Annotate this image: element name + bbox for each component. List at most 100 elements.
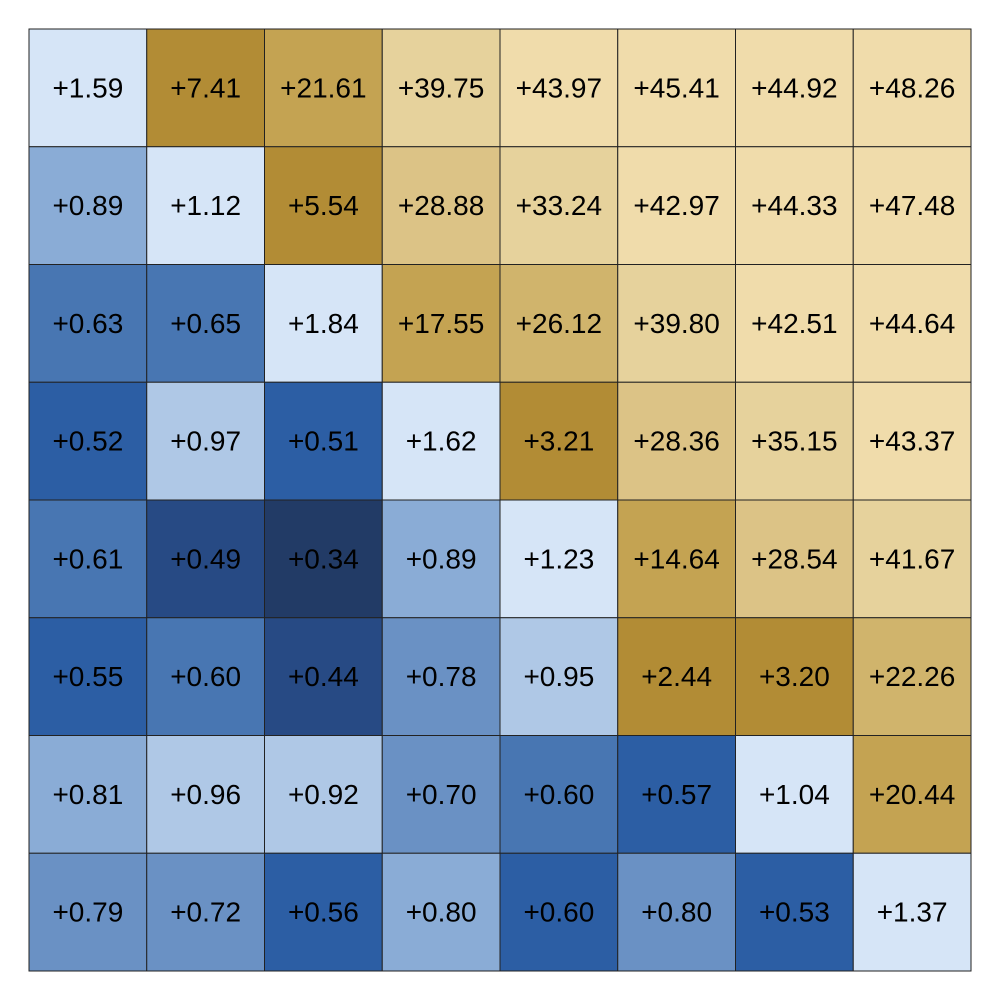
heatmap-cell-label-r4-c1: +0.49 xyxy=(170,543,241,574)
heatmap-cell-label-r5-c4: +0.95 xyxy=(523,661,594,692)
heatmap-cell-r4-c7 xyxy=(852,499,972,619)
heatmap-cell-r6-c1 xyxy=(146,735,265,854)
heatmap-cell-label-r7-c3: +0.80 xyxy=(406,897,477,928)
heatmap-cell-r2-c6 xyxy=(735,264,854,383)
heatmap-cell-r3-c6 xyxy=(735,381,854,501)
heatmap-cell-r5-c2 xyxy=(264,617,383,736)
heatmap-cell-r6-c5 xyxy=(617,735,736,854)
heatmap-cell-r5-c1 xyxy=(146,617,265,736)
heatmap-cell-label-r7-c7: +1.37 xyxy=(877,897,948,928)
heatmap-cell-label-r6-c3: +0.70 xyxy=(406,779,477,810)
heatmap-cell-label-r6-c5: +0.57 xyxy=(641,779,712,810)
heatmap-cell-r5-c4 xyxy=(499,617,619,736)
heatmap-cell-r6-c2 xyxy=(264,735,383,854)
heatmap-cell-r7-c6 xyxy=(735,852,854,972)
heatmap-cell-label-r7-c0: +0.79 xyxy=(52,897,123,928)
heatmap-cell-r3-c0 xyxy=(28,381,148,501)
heatmap-cell-label-r7-c4: +0.60 xyxy=(523,897,594,928)
heatmap-cell-r4-c2 xyxy=(264,499,383,619)
heatmap-cell-label-r4-c0: +0.61 xyxy=(52,543,123,574)
heatmap-cell-r7-c0 xyxy=(28,852,148,972)
heatmap-cell-r2-c0 xyxy=(28,264,148,383)
heatmap-cell-r1-c3 xyxy=(381,146,501,265)
heatmap-cell-r1-c6 xyxy=(735,146,854,265)
heatmap-cell-label-r0-c3: +39.75 xyxy=(398,72,484,103)
heatmap-cell-label-r1-c3: +28.88 xyxy=(398,190,484,221)
heatmap-cell-label-r1-c4: +33.24 xyxy=(516,190,602,221)
heatmap-cell-label-r2-c6: +42.51 xyxy=(751,308,837,339)
heatmap-cell-r1-c5 xyxy=(617,146,736,265)
heatmap-cell-r3-c4 xyxy=(499,381,619,501)
heatmap-cell-label-r3-c6: +35.15 xyxy=(751,426,837,457)
heatmap-cell-label-r5-c5: +2.44 xyxy=(641,661,712,692)
heatmap-cell-label-r1-c1: +1.12 xyxy=(170,190,241,221)
heatmap-cell-label-r3-c7: +43.37 xyxy=(869,426,955,457)
heatmap-cell-r4-c3 xyxy=(381,499,501,619)
heatmap-cell-label-r3-c3: +1.62 xyxy=(406,426,477,457)
heatmap-cell-label-r2-c5: +39.80 xyxy=(633,308,719,339)
heatmap-cell-label-r4-c7: +41.67 xyxy=(869,543,955,574)
heatmap-cell-r0-c1 xyxy=(146,28,265,148)
heatmap-cell-label-r3-c2: +0.51 xyxy=(288,426,359,457)
heatmap-cell-label-r5-c6: +3.20 xyxy=(759,661,830,692)
heatmap-cell-label-r3-c4: +3.21 xyxy=(523,426,594,457)
heatmap-cell-r7-c3 xyxy=(381,852,501,972)
heatmap-cell-r7-c5 xyxy=(617,852,736,972)
heatmap-cell-label-r5-c0: +0.55 xyxy=(52,661,123,692)
heatmap-cell-r1-c7 xyxy=(852,146,972,265)
heatmap-cell-label-r4-c4: +1.23 xyxy=(523,543,594,574)
heatmap-cell-label-r6-c6: +1.04 xyxy=(759,779,830,810)
heatmap-cell-label-r0-c1: +7.41 xyxy=(170,72,241,103)
heatmap-cell-label-r0-c5: +45.41 xyxy=(633,72,719,103)
heatmap-cell-r7-c1 xyxy=(146,852,265,972)
heatmap-cell-label-r0-c2: +21.61 xyxy=(280,72,366,103)
heatmap-cell-label-r2-c4: +26.12 xyxy=(516,308,602,339)
heatmap-cell-label-r1-c7: +47.48 xyxy=(869,190,955,221)
heatmap-cell-r0-c0 xyxy=(28,28,148,148)
heatmap-cell-label-r7-c1: +0.72 xyxy=(170,897,241,928)
heatmap-cell-label-r2-c2: +1.84 xyxy=(288,308,359,339)
heatmap-cell-label-r6-c0: +0.81 xyxy=(52,779,123,810)
heatmap-cell-r0-c7 xyxy=(852,28,972,148)
heatmap-cell-r6-c7 xyxy=(852,735,972,854)
heatmap-cell-r1-c4 xyxy=(499,146,619,265)
heatmap-cell-r5-c6 xyxy=(735,617,854,736)
heatmap-cell-label-r1-c5: +42.97 xyxy=(633,190,719,221)
heatmap-cell-r2-c3 xyxy=(381,264,501,383)
heatmap-cell-r0-c3 xyxy=(381,28,501,148)
heatmap-cell-label-r2-c3: +17.55 xyxy=(398,308,484,339)
heatmap-cell-label-r0-c6: +44.92 xyxy=(751,72,837,103)
heatmap-cell-label-r1-c0: +0.89 xyxy=(52,190,123,221)
heatmap-cell-r2-c4 xyxy=(499,264,619,383)
heatmap-cell-label-r3-c1: +0.97 xyxy=(170,426,241,457)
heatmap-cell-label-r2-c1: +0.65 xyxy=(170,308,241,339)
heatmap-cell-r7-c4 xyxy=(499,852,619,972)
heatmap-cell-r0-c2 xyxy=(264,28,383,148)
heatmap-cell-label-r6-c7: +20.44 xyxy=(869,779,955,810)
heatmap-cell-label-r3-c5: +28.36 xyxy=(633,426,719,457)
heatmap-cell-label-r1-c2: +5.54 xyxy=(288,190,359,221)
heatmap-cell-label-r4-c5: +14.64 xyxy=(633,543,719,574)
heatmap-cell-r5-c7 xyxy=(852,617,972,736)
heatmap-cell-r5-c5 xyxy=(617,617,736,736)
heatmap-cell-r4-c4 xyxy=(499,499,619,619)
heatmap-cell-label-r3-c0: +0.52 xyxy=(52,426,123,457)
heatmap-cell-r2-c2 xyxy=(264,264,383,383)
heatmap-cell-label-r0-c7: +48.26 xyxy=(869,72,955,103)
heatmap-cell-label-r6-c2: +0.92 xyxy=(288,779,359,810)
heatmap-cell-label-r4-c3: +0.89 xyxy=(406,543,477,574)
heatmap-cell-label-r7-c2: +0.56 xyxy=(288,897,359,928)
heatmap-cell-label-r2-c7: +44.64 xyxy=(869,308,955,339)
heatmap-cell-label-r7-c5: +0.80 xyxy=(641,897,712,928)
heatmap-cell-r2-c1 xyxy=(146,264,265,383)
heatmap-cell-r4-c6 xyxy=(735,499,854,619)
heatmap-cell-label-r0-c0: +1.59 xyxy=(52,72,123,103)
heatmap-cell-r2-c5 xyxy=(617,264,736,383)
heatmap-cell-r6-c4 xyxy=(499,735,619,854)
heatmap-cell-label-r6-c1: +0.96 xyxy=(170,779,241,810)
heatmap-cell-r6-c6 xyxy=(735,735,854,854)
heatmap-cell-label-r7-c6: +0.53 xyxy=(759,897,830,928)
heatmap-cell-label-r6-c4: +0.60 xyxy=(523,779,594,810)
heatmap-cell-label-r4-c2: +0.34 xyxy=(288,543,359,574)
